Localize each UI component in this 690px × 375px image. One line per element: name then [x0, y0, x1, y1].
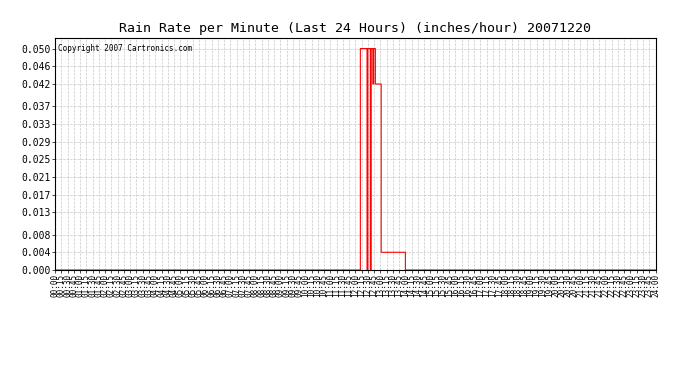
Text: Copyright 2007 Cartronics.com: Copyright 2007 Cartronics.com — [58, 45, 193, 54]
Title: Rain Rate per Minute (Last 24 Hours) (inches/hour) 20071220: Rain Rate per Minute (Last 24 Hours) (in… — [119, 22, 591, 35]
